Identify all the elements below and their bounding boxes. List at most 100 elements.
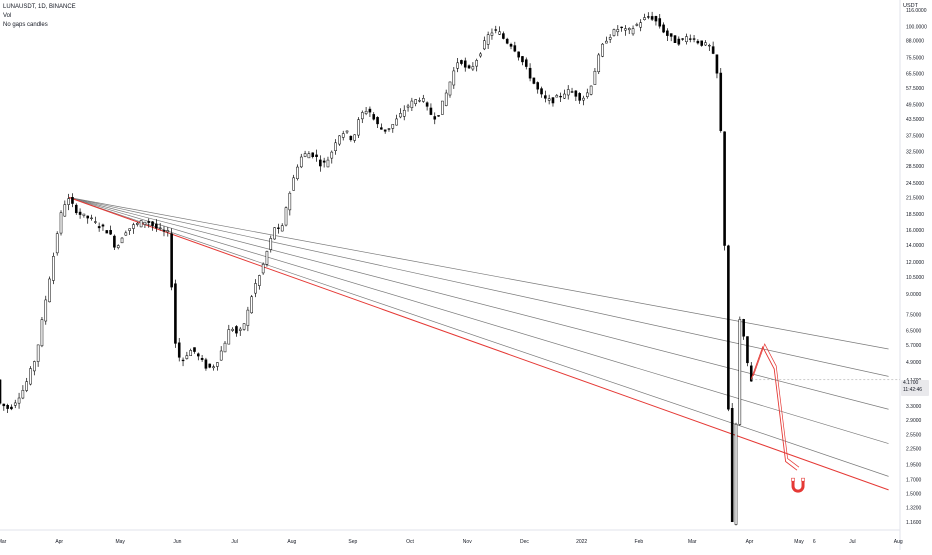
candle [612, 29, 616, 36]
y-tick-label: 100.0000 [906, 24, 927, 30]
candle [738, 319, 742, 425]
x-tick-label: Aug [287, 539, 296, 545]
candle [296, 166, 299, 179]
y-tick-label: 88.0000 [906, 39, 924, 45]
x-tick-label: Feb [635, 539, 644, 545]
candle [437, 115, 440, 117]
candle [48, 278, 51, 303]
candle [635, 24, 639, 26]
candle [559, 95, 562, 98]
candle [292, 177, 295, 191]
x-tick-label: 6 [813, 539, 816, 545]
candle [650, 16, 654, 20]
currency-label: USDT [903, 3, 918, 9]
candle [528, 67, 532, 79]
candle [2, 403, 6, 407]
x-tick-label: Jun [173, 539, 181, 545]
candle [471, 66, 475, 70]
trend-line [68, 197, 889, 477]
candle [315, 154, 318, 157]
candle [158, 227, 162, 229]
candle [227, 329, 231, 345]
candle [513, 45, 517, 52]
candle [677, 38, 681, 45]
candle [311, 152, 315, 157]
y-tick-label: 24.5000 [906, 181, 924, 187]
candle [666, 30, 669, 36]
candle [269, 238, 273, 250]
x-tick-label: Apr [746, 539, 754, 545]
candle [82, 213, 86, 216]
candle [719, 72, 723, 131]
candle [357, 119, 360, 136]
y-tick-label: 10.5000 [906, 275, 924, 281]
candle [746, 336, 749, 364]
candle [101, 224, 105, 227]
candle [555, 95, 559, 98]
candle [6, 405, 9, 409]
candle [174, 283, 177, 344]
candle [86, 215, 90, 219]
magnet-icon [791, 480, 805, 493]
x-tick-label: May [794, 539, 804, 545]
candle [395, 118, 398, 126]
candle [460, 60, 463, 64]
candle [463, 60, 467, 68]
candle [723, 131, 726, 246]
candle [33, 361, 36, 372]
candle [113, 235, 116, 248]
candle [59, 212, 63, 234]
candle [483, 40, 486, 50]
candle [570, 91, 574, 93]
candle [505, 38, 509, 44]
candle [422, 98, 425, 102]
projection-path [752, 343, 800, 468]
candle [475, 60, 478, 67]
candle [326, 159, 330, 168]
candle [0, 379, 2, 404]
candle [418, 100, 421, 102]
candle [132, 224, 135, 229]
countdown-timer: 11:42:46 [903, 387, 923, 393]
candle [658, 18, 662, 27]
candle [254, 283, 257, 294]
candle [13, 402, 17, 406]
candle [71, 197, 74, 204]
candle [303, 153, 307, 157]
candle [135, 223, 139, 225]
y-tick-label: 2.5500 [906, 432, 922, 438]
candle [128, 228, 131, 231]
candle [532, 77, 536, 84]
candle [338, 135, 341, 145]
y-tick-label: 1.7000 [906, 478, 922, 484]
candle [258, 275, 261, 286]
candle [235, 326, 238, 334]
trend-line [68, 197, 889, 410]
candle [44, 299, 48, 322]
candle [536, 82, 540, 90]
x-tick-label: May [115, 539, 125, 545]
trend-line [68, 197, 889, 350]
candle [288, 192, 292, 211]
y-tick-label: 1.1600 [906, 520, 922, 526]
candle [90, 217, 93, 219]
candle [17, 397, 21, 404]
candle [330, 151, 334, 159]
candle [353, 134, 356, 141]
y-tick-label: 9.0000 [906, 292, 922, 298]
x-tick-label: Jul [849, 539, 855, 545]
candle [63, 204, 67, 217]
candle [730, 408, 734, 523]
candle [372, 114, 376, 120]
candle [273, 227, 276, 240]
candle [250, 296, 253, 314]
candle [608, 37, 612, 40]
candle [647, 16, 650, 18]
y-tick-label: 1.3200 [906, 506, 922, 512]
candle [627, 28, 631, 31]
trend-line [68, 196, 889, 491]
candle [547, 98, 551, 101]
candle [521, 56, 524, 63]
